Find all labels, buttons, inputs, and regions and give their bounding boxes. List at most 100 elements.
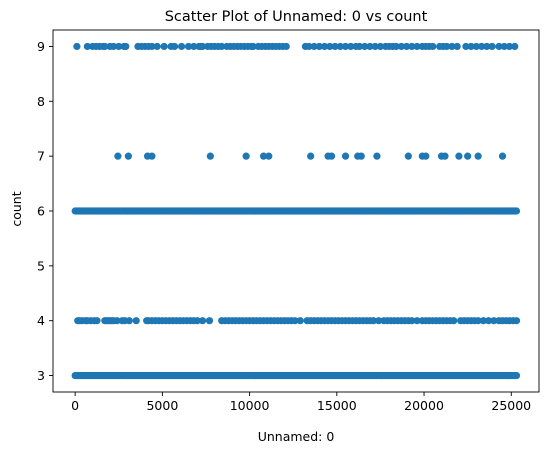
data-point xyxy=(408,317,416,325)
data-point xyxy=(282,42,290,51)
data-point xyxy=(190,42,198,51)
data-point xyxy=(512,317,521,325)
data-point xyxy=(483,42,491,51)
data-point xyxy=(413,42,421,51)
data-point xyxy=(455,152,463,160)
data-point xyxy=(218,42,226,51)
data-point xyxy=(321,42,329,51)
data-points xyxy=(71,42,521,380)
data-point xyxy=(490,317,498,325)
data-point xyxy=(355,42,364,51)
data-point xyxy=(357,152,365,160)
x-axis-label: Unnamed: 0 xyxy=(258,429,335,444)
data-point xyxy=(403,42,411,51)
data-point xyxy=(472,42,480,51)
data-point xyxy=(408,42,416,51)
data-point xyxy=(206,152,214,160)
data-point xyxy=(198,317,207,325)
data-point xyxy=(500,42,508,51)
data-point xyxy=(336,42,344,51)
data-point xyxy=(474,317,482,325)
x-tick-label: 25000 xyxy=(491,398,531,413)
data-point xyxy=(341,152,350,160)
data-point xyxy=(392,42,400,51)
data-point xyxy=(193,317,201,325)
data-point xyxy=(347,42,355,51)
data-point xyxy=(242,152,250,160)
data-point xyxy=(413,317,421,325)
data-point xyxy=(512,207,521,215)
data-point xyxy=(441,152,449,160)
data-point xyxy=(448,42,456,51)
y-tick-label: 4 xyxy=(37,313,45,328)
data-point xyxy=(124,152,132,160)
data-point xyxy=(474,152,482,160)
data-point xyxy=(83,42,91,51)
data-point xyxy=(160,42,168,51)
data-point xyxy=(505,42,514,51)
data-point xyxy=(488,42,496,51)
data-point xyxy=(326,42,334,51)
data-point xyxy=(453,42,461,51)
chart-title: Scatter Plot of Unnamed: 0 vs count xyxy=(165,9,428,25)
data-point xyxy=(249,42,257,51)
y-tick-label: 3 xyxy=(37,368,45,383)
data-point xyxy=(376,42,385,51)
data-point xyxy=(467,42,475,51)
data-point xyxy=(101,42,109,51)
data-point xyxy=(115,42,123,51)
data-point xyxy=(148,42,156,51)
data-point xyxy=(307,152,315,160)
data-point xyxy=(310,42,318,51)
data-point xyxy=(148,152,156,160)
y-tick-label: 9 xyxy=(37,39,45,54)
data-point xyxy=(109,42,118,51)
y-tick-label: 6 xyxy=(37,204,45,219)
x-tick-label: 20000 xyxy=(404,398,444,413)
data-point xyxy=(373,152,381,160)
data-point xyxy=(498,152,507,160)
y-tick-label: 8 xyxy=(37,94,45,109)
x-axis-ticks: 0 5000 10000 15000 20000 25000 xyxy=(71,392,531,413)
data-point xyxy=(296,317,304,325)
data-point xyxy=(512,371,521,380)
data-point xyxy=(366,42,374,51)
x-tick-label: 0 xyxy=(71,398,79,413)
data-point xyxy=(495,42,503,51)
y-tick-label: 7 xyxy=(37,149,45,164)
data-point xyxy=(291,317,299,325)
data-point xyxy=(479,317,487,325)
data-point xyxy=(259,152,268,160)
data-point xyxy=(341,42,350,51)
data-point xyxy=(114,152,122,160)
x-tick-label: 5000 xyxy=(146,398,178,413)
data-point xyxy=(177,42,186,51)
x-tick-label: 15000 xyxy=(317,398,357,413)
data-point xyxy=(305,42,313,51)
data-point xyxy=(198,42,207,51)
data-point xyxy=(429,42,437,51)
data-point xyxy=(375,317,383,325)
data-point xyxy=(205,317,214,325)
data-point xyxy=(464,152,472,160)
data-point xyxy=(73,42,81,51)
data-point xyxy=(404,152,412,160)
data-point xyxy=(511,42,519,51)
data-point xyxy=(443,42,451,51)
x-tick-label: 10000 xyxy=(230,398,270,413)
y-axis-ticks: 3 4 5 6 7 8 9 xyxy=(37,39,53,383)
data-point xyxy=(331,42,339,51)
data-point xyxy=(93,317,101,325)
data-point xyxy=(422,152,430,160)
y-tick-label: 5 xyxy=(37,258,45,273)
data-point xyxy=(132,317,140,325)
y-axis-label: count xyxy=(9,191,24,226)
data-point xyxy=(153,42,161,51)
data-point xyxy=(113,317,121,325)
data-point xyxy=(315,42,323,51)
data-point xyxy=(125,317,133,325)
data-point xyxy=(327,152,336,160)
data-point xyxy=(122,42,130,51)
data-point xyxy=(484,317,493,325)
